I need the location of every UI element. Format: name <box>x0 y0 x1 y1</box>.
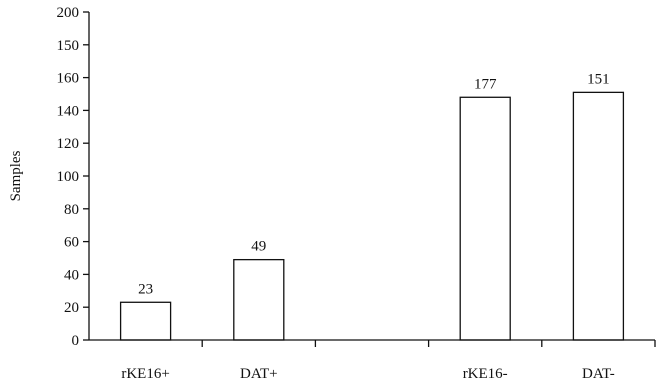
bar-3 <box>572 91 625 341</box>
data-label: 177 <box>474 76 497 92</box>
y-tick-label: 20 <box>64 300 79 316</box>
x-category-label: rKE16+ <box>121 366 169 382</box>
y-tick-label: 160 <box>57 71 80 87</box>
y-tick-label: 80 <box>64 202 79 218</box>
y-tick-label: 60 <box>64 235 79 251</box>
y-tick-label: 140 <box>57 103 80 119</box>
bar-0 <box>119 301 172 341</box>
data-label: 49 <box>251 239 266 255</box>
x-category-label: rKE16- <box>463 366 508 382</box>
y-tick-label: 0 <box>72 333 80 349</box>
bars: 23 49 177 151 <box>119 71 625 341</box>
x-category-label: DAT- <box>582 366 615 382</box>
x-category-label: DAT+ <box>240 366 278 382</box>
bar-1 <box>233 258 285 341</box>
x-axis-ticks: rKE16+ DAT+ rKE16- DAT- <box>121 340 656 382</box>
y-tick-label: 150 <box>57 38 80 54</box>
y-tick-label: 200 <box>57 5 80 21</box>
bar-2 <box>459 96 511 341</box>
y-tick-label: 100 <box>57 169 80 185</box>
data-label: 23 <box>138 281 153 297</box>
y-axis-ticks: 0 20 40 60 80 100 120 140 160 150 200 <box>57 5 89 349</box>
y-tick-label: 120 <box>57 136 80 152</box>
y-tick-label: 40 <box>64 267 79 283</box>
y-axis-title: Samples <box>8 150 24 201</box>
data-label: 151 <box>587 71 610 87</box>
